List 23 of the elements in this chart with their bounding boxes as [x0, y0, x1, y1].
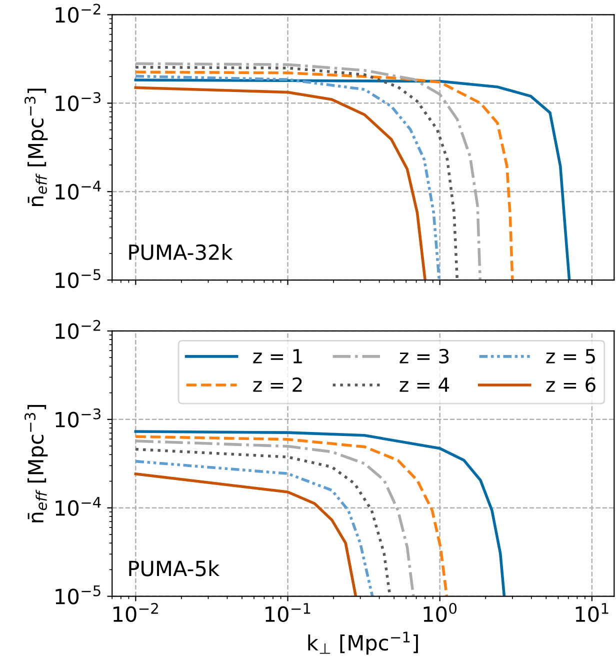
- y-tick-label: 10$^{−4}$: [56, 497, 101, 516]
- x-tick-label: 10$^{−1}$: [266, 603, 310, 622]
- x-axis-title: k$_{⊥}$ [Mpc$^{−1}$]: [308, 632, 418, 655]
- y-tick-label: 10$^{−3}$: [56, 92, 100, 112]
- y-axis-title: n̄$_{eff}$ [Mpc$^{−3}$]: [24, 404, 48, 522]
- y-tick-label: 10$^{−5}$: [56, 585, 100, 604]
- y-tick-label: 10$^{−2}$: [56, 320, 100, 340]
- legend-label: z = 2: [253, 377, 302, 392]
- y-axis-title: n̄$_{eff}$ [Mpc$^{−3}$]: [24, 88, 48, 206]
- legend-label: z = 4: [400, 378, 450, 392]
- legend-label: z = 6: [546, 377, 596, 392]
- y-tick-label: 10$^{−2}$: [56, 4, 100, 23]
- y-tick-label: 10$^{−5}$: [56, 269, 100, 288]
- x-tick-label: 10$^{0}$: [424, 602, 457, 622]
- legend-label: z = 3: [400, 348, 449, 364]
- x-tick-label: 10$^{1}$: [576, 603, 608, 622]
- y-tick-label: 10$^{−3}$: [56, 408, 100, 428]
- x-tick-label: 10$^{−2}$: [113, 602, 158, 622]
- legend-label: z = 5: [546, 349, 595, 364]
- y-tick-label: 10$^{−4}$: [56, 180, 101, 200]
- annotation: PUMA-5k: [129, 560, 220, 576]
- legend-label: z = 1: [253, 349, 302, 364]
- annotation: PUMA-32k: [129, 244, 233, 260]
